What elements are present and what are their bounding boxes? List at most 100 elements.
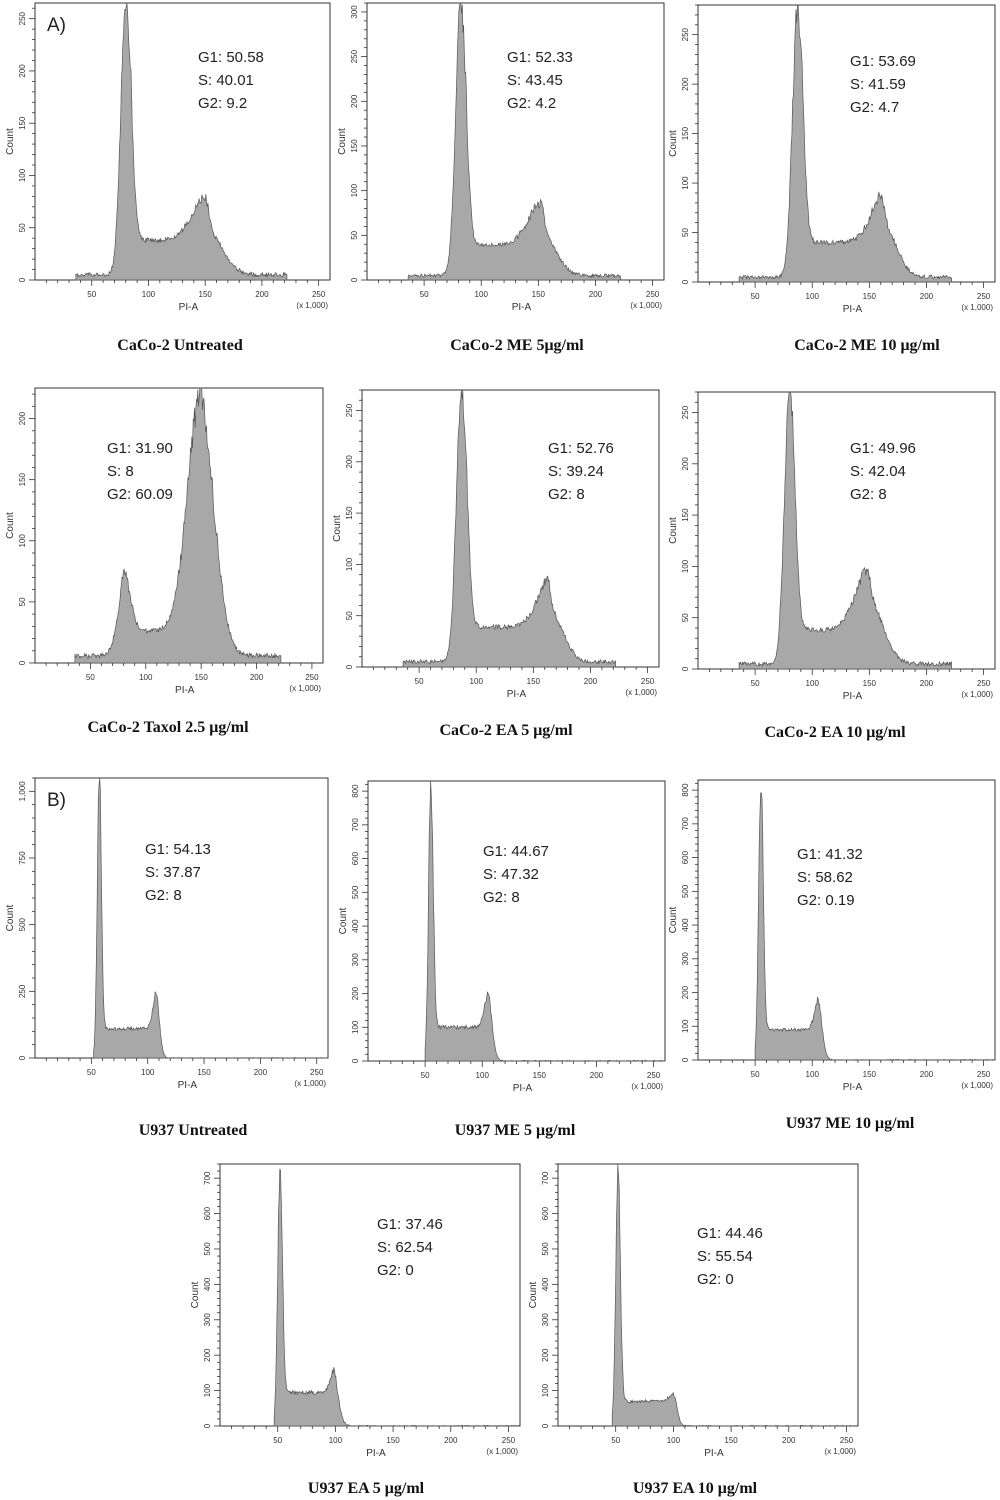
panel-caption: U937 EA 10 μg/ml	[633, 1480, 758, 1497]
x-tick-label: 100	[667, 1436, 681, 1445]
y-tick-label: 600	[203, 1206, 212, 1220]
x-tick-label: 150	[386, 1436, 400, 1445]
phase-stat: G2: 0	[377, 1262, 414, 1279]
phase-stat: S: 55.54	[697, 1248, 753, 1265]
phase-stat: S: 41.59	[850, 76, 906, 93]
panel-caption: CaCo-2 EA 10 μg/ml	[764, 724, 906, 741]
histogram-area	[738, 4, 952, 283]
panel-caption: U937 EA 5 μg/ml	[308, 1480, 425, 1497]
histogram-area	[611, 1163, 859, 1427]
x-tick-label: 50	[421, 1071, 430, 1080]
y-axis-label: Count	[668, 130, 679, 157]
y-tick-label: 200	[350, 94, 359, 108]
histogram-area	[407, 2, 621, 281]
y-tick-label: 200	[203, 1348, 212, 1362]
panel-letter: B)	[47, 790, 66, 811]
phase-stat: S: 42.04	[850, 463, 906, 480]
x-multiplier-label: (x 1,000)	[961, 303, 993, 312]
histogram-area	[424, 780, 666, 1062]
y-tick-label: 400	[351, 919, 360, 933]
y-tick-label: 100	[681, 176, 690, 190]
x-axis-label: PI-A	[178, 1080, 198, 1091]
plot-frame	[697, 779, 996, 1061]
y-tick-label: 100	[203, 1383, 212, 1397]
x-axis-label: PI-A	[704, 1448, 724, 1459]
x-tick-label: 100	[141, 1068, 155, 1077]
y-tick-label: 700	[351, 818, 360, 832]
x-axis-label: PI-A	[513, 1083, 533, 1094]
y-tick-label: 200	[681, 457, 690, 471]
phase-stat: S: 37.87	[145, 864, 201, 881]
x-tick-label: 50	[87, 1068, 96, 1077]
panel-letter: A)	[47, 15, 66, 36]
x-tick-label: 50	[87, 290, 96, 299]
y-tick-label: 50	[18, 223, 27, 232]
x-tick-label: 200	[254, 1068, 268, 1077]
x-tick-label: 200	[782, 1436, 796, 1445]
y-tick-label: 0	[351, 1058, 360, 1063]
phase-stat: G2: 8	[850, 486, 887, 503]
x-tick-label: 250	[840, 1436, 854, 1445]
y-tick-label: 250	[350, 49, 359, 63]
phase-stat: G2: 4.7	[850, 99, 899, 116]
x-tick-label: 250	[502, 1436, 516, 1445]
y-tick-label: 0	[541, 1423, 550, 1428]
y-tick-label: 0	[681, 1057, 690, 1062]
y-tick-label: 250	[18, 11, 27, 25]
x-tick-label: 250	[977, 679, 991, 688]
x-tick-label: 200	[589, 290, 603, 299]
y-tick-label: 250	[18, 984, 27, 998]
y-tick-label: 1,000	[18, 781, 27, 802]
phase-stat: G1: 52.33	[507, 49, 573, 66]
y-tick-label: 800	[351, 784, 360, 798]
phase-stat: G2: 0.19	[797, 892, 855, 909]
histogram-area	[75, 2, 288, 281]
y-axis-label: Count	[668, 517, 679, 544]
y-tick-label: 200	[345, 455, 354, 469]
x-tick-label: 150	[863, 292, 877, 301]
x-tick-label: 150	[199, 290, 213, 299]
histogram-area	[738, 391, 952, 670]
panel-caption: U937 ME 5 μg/ml	[455, 1122, 576, 1139]
x-tick-label: 50	[415, 677, 424, 686]
x-tick-label: 150	[724, 1436, 738, 1445]
phase-stat: G2: 9.2	[198, 95, 247, 112]
x-tick-label: 100	[476, 1071, 490, 1080]
phase-stat: G2: 4.2	[507, 95, 556, 112]
phase-stat: G2: 8	[548, 486, 585, 503]
histogram-panel-1: 50 100 150 200 250 0 50 100 150 200 250 PI-A Count (x…	[5, 2, 331, 354]
y-tick-label: 100	[345, 557, 354, 571]
x-tick-label: 200	[920, 292, 934, 301]
y-tick-label: 50	[681, 613, 690, 622]
x-tick-label: 200	[255, 290, 269, 299]
x-axis-label: PI-A	[512, 302, 532, 313]
panel-caption: CaCo-2 ME 10 μg/ml	[794, 337, 940, 354]
y-tick-label: 0	[681, 666, 690, 671]
phase-stat: G2: 8	[145, 887, 182, 904]
y-tick-label: 250	[681, 27, 690, 41]
y-tick-label: 200	[18, 411, 27, 425]
plot-frame	[219, 1163, 521, 1427]
y-tick-label: 150	[681, 126, 690, 140]
x-tick-label: 50	[420, 290, 429, 299]
y-tick-label: 500	[681, 884, 690, 898]
y-tick-label: 700	[203, 1171, 212, 1185]
x-axis-label: PI-A	[507, 689, 527, 700]
y-tick-label: 0	[18, 1055, 27, 1060]
y-tick-label: 200	[681, 77, 690, 91]
x-tick-label: 250	[647, 1071, 661, 1080]
y-tick-label: 200	[351, 986, 360, 1000]
x-tick-label: 150	[533, 1071, 547, 1080]
histogram-area	[74, 387, 282, 664]
histogram-panel-11: 50 100 150 200 250 0 100 200 300 400 500 600 700 PI-A…	[528, 1163, 859, 1497]
phase-stat: S: 39.24	[548, 463, 604, 480]
y-tick-label: 50	[350, 230, 359, 239]
x-tick-label: 200	[920, 679, 934, 688]
x-tick-label: 150	[863, 679, 877, 688]
phase-stat: S: 8	[107, 463, 134, 480]
x-tick-label: 100	[806, 1070, 820, 1079]
phase-stat: G1: 52.76	[548, 440, 614, 457]
y-tick-label: 700	[681, 817, 690, 831]
phase-stat: S: 62.54	[377, 1239, 433, 1256]
x-tick-label: 250	[977, 292, 991, 301]
